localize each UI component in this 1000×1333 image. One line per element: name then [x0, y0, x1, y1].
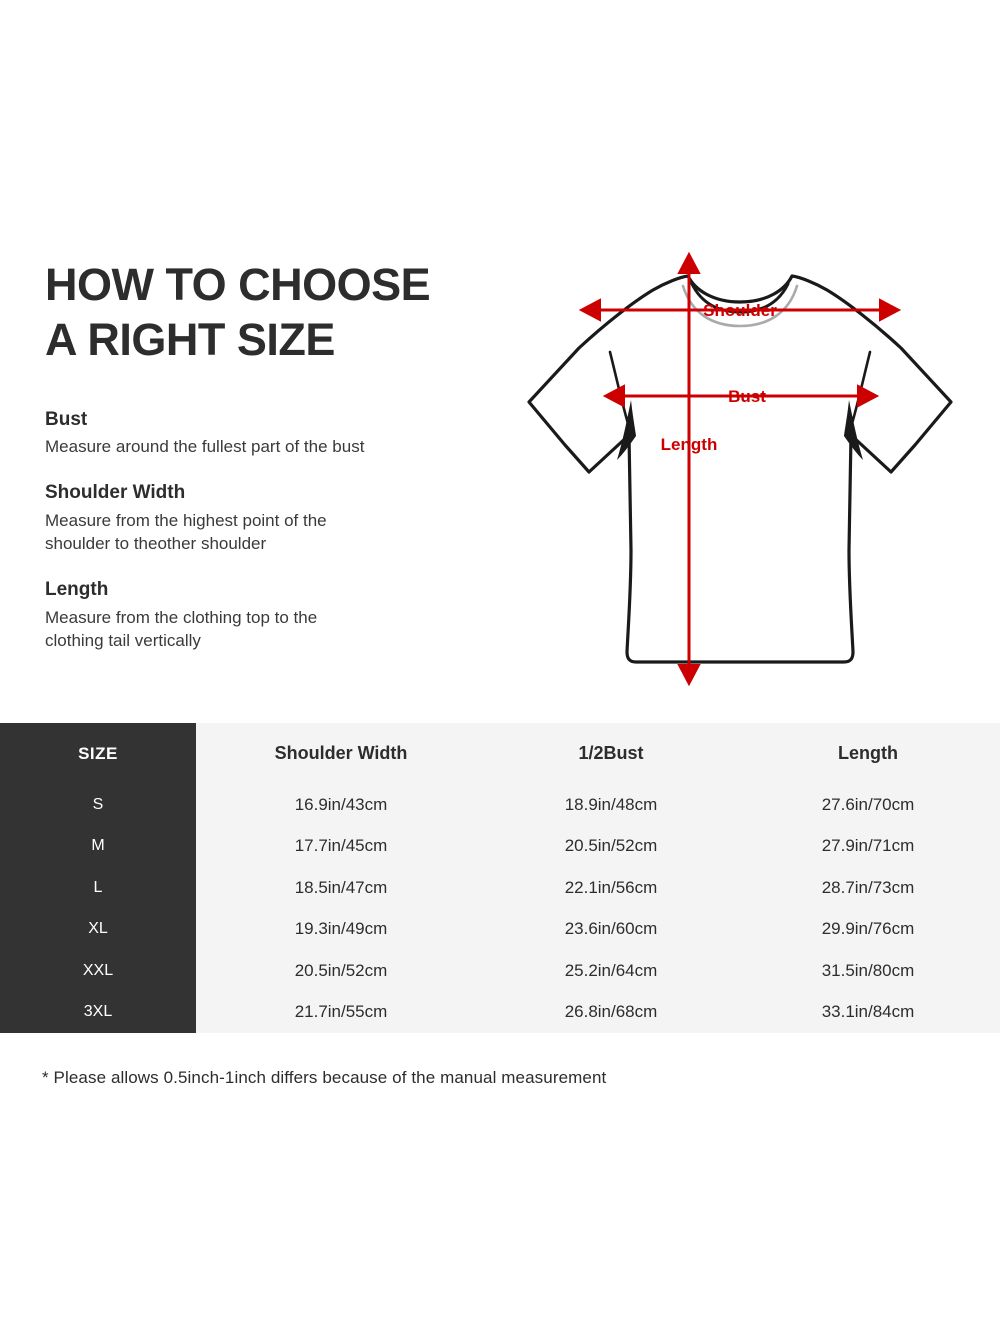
cell-length: 28.7in/73cm [821, 877, 915, 897]
definition-shoulder-width: Shoulder Width Measure from the highest … [45, 481, 475, 556]
cell-shoulder-width: 18.5in/47cm [294, 877, 388, 897]
length-measure-arrow: Length [661, 251, 718, 687]
tshirt-measurement-diagram: Shoulder Bust Length [505, 250, 975, 690]
table-row: M [0, 826, 196, 868]
size-value: S [92, 795, 104, 813]
table-row: 19.3in/49cm 23.6in/60cm 29.9in/76cm [196, 909, 1000, 951]
label-backdrops [692, 291, 790, 315]
table-row: XL [0, 909, 196, 951]
cell-half-bust: 20.5in/52cm [564, 836, 658, 856]
size-chart-table: SIZE S M L XL XXL 3XL Shoulder Width 1/2… [0, 723, 1000, 1033]
cell-half-bust: 23.6in/60cm [564, 919, 658, 939]
size-value: L [93, 878, 103, 896]
bust-label: Bust [728, 387, 766, 406]
cell-shoulder-width: 20.5in/52cm [294, 960, 388, 980]
cell-half-bust: 18.9in/48cm [564, 794, 658, 814]
definition-bust: Bust Measure around the fullest part of … [45, 408, 475, 460]
bust-measure-arrow: Bust [602, 384, 880, 408]
definition-term: Shoulder Width [45, 482, 186, 504]
cell-half-bust: 25.2in/64cm [564, 960, 658, 980]
table-row: S [0, 784, 196, 826]
table-row: 21.7in/55cm 26.8in/68cm 33.1in/84cm [196, 992, 1000, 1034]
measurement-instructions: HOW TO CHOOSE A RIGHT SIZE Bust Measure … [45, 258, 475, 675]
shoulder-measure-arrow: Shoulder [578, 298, 902, 322]
header-half-bust: 1/2Bust [578, 743, 644, 763]
definition-length: Length Measure from the clothing top to … [45, 578, 475, 653]
intro-section: HOW TO CHOOSE A RIGHT SIZE Bust Measure … [45, 250, 975, 690]
size-value: M [91, 837, 105, 855]
cell-shoulder-width: 19.3in/49cm [294, 919, 388, 939]
cell-length: 27.9in/71cm [821, 836, 915, 856]
header-length: Length [838, 743, 898, 763]
table-header-row: Shoulder Width 1/2Bust Length [196, 723, 1000, 784]
header-shoulder-width: Shoulder Width [274, 743, 408, 763]
definition-term: Bust [45, 408, 88, 430]
table-row: 20.5in/52cm 25.2in/64cm 31.5in/80cm [196, 950, 1000, 992]
cell-shoulder-width: 16.9in/43cm [294, 794, 388, 814]
shoulder-label: Shoulder [703, 301, 777, 320]
cell-length: 27.6in/70cm [821, 794, 915, 814]
definition-description: Measure from the highest point of the sh… [45, 511, 327, 554]
length-label: Length [661, 435, 718, 454]
table-header-size: SIZE [0, 723, 196, 784]
table-row: L [0, 867, 196, 909]
table-row: 3XL [0, 992, 196, 1034]
table-row: 16.9in/43cm 18.9in/48cm 27.6in/70cm [196, 784, 1000, 826]
table-row: 17.7in/45cm 20.5in/52cm 27.9in/71cm [196, 826, 1000, 868]
cell-length: 31.5in/80cm [821, 960, 915, 980]
definition-description: Measure around the fullest part of the b… [45, 437, 365, 457]
cell-shoulder-width: 17.7in/45cm [294, 836, 388, 856]
table-row: 18.5in/47cm 22.1in/56cm 28.7in/73cm [196, 867, 1000, 909]
definition-term: Length [45, 578, 109, 600]
page-title: HOW TO CHOOSE A RIGHT SIZE [45, 259, 431, 365]
cell-half-bust: 26.8in/68cm [564, 1002, 658, 1022]
measurement-columns: Shoulder Width 1/2Bust Length 16.9in/43c… [196, 723, 1000, 1033]
measurement-disclaimer: * Please allows 0.5inch-1inch differs be… [42, 1068, 607, 1087]
definition-description: Measure from the clothing top to the clo… [45, 607, 318, 650]
table-row: XXL [0, 950, 196, 992]
size-column: SIZE S M L XL XXL 3XL [0, 723, 196, 1033]
size-value: 3XL [83, 1003, 113, 1021]
cell-length: 29.9in/76cm [821, 919, 915, 939]
header-label: SIZE [78, 743, 118, 763]
cell-length: 33.1in/84cm [821, 1002, 915, 1022]
size-value: XXL [82, 961, 114, 979]
size-value: XL [88, 920, 108, 938]
tshirt-outline [527, 274, 953, 664]
cell-half-bust: 22.1in/56cm [564, 877, 658, 897]
cell-shoulder-width: 21.7in/55cm [294, 1002, 388, 1022]
